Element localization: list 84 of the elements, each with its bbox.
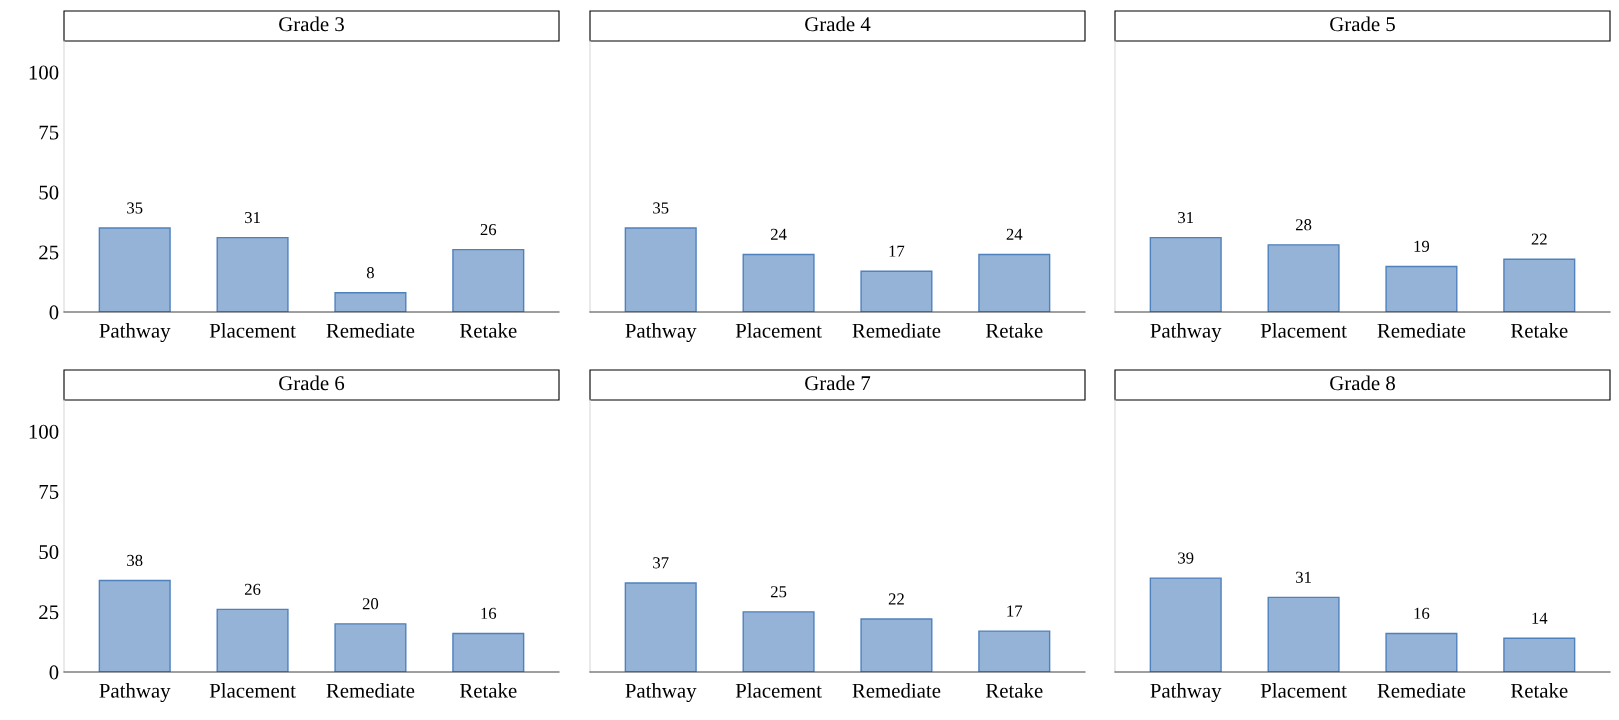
chart-title: Grade 8	[1330, 375, 1395, 391]
chart-title: Grade 3	[279, 16, 344, 32]
bar	[452, 632, 525, 672]
x-tick-label: Pathway	[625, 323, 697, 343]
bar	[1149, 577, 1222, 672]
bar	[742, 611, 815, 672]
x-tick-label: Pathway	[625, 683, 697, 703]
x-tick-label: Retake	[459, 323, 517, 338]
data-label: 31	[1178, 211, 1194, 224]
data-label: 17	[1007, 605, 1023, 617]
bar	[452, 248, 525, 312]
y-tick-label: 0	[49, 665, 59, 680]
bar	[1267, 596, 1340, 672]
bar	[216, 608, 289, 672]
data-label: 16	[481, 607, 497, 619]
x-tick-label: Remediate	[1377, 683, 1466, 698]
y-tick-label: 75	[39, 485, 59, 499]
y-tick-label: 25	[39, 605, 59, 620]
data-label: 24	[1006, 228, 1023, 240]
bar	[1503, 258, 1576, 312]
data-label: 35	[127, 202, 143, 214]
x-tick-label: Retake	[1510, 683, 1568, 698]
bar	[334, 623, 407, 672]
bar	[978, 630, 1051, 672]
x-tick-label: Remediate	[852, 683, 941, 698]
x-tick-label: Placement	[209, 323, 296, 338]
x-tick-label: Pathway	[1150, 683, 1222, 703]
x-tick-label: Placement	[1260, 323, 1347, 338]
data-label: 16	[1414, 607, 1430, 619]
x-tick-label: Remediate	[326, 683, 415, 698]
x-tick-label: Placement	[209, 683, 296, 698]
data-label: 26	[480, 223, 497, 236]
bar	[98, 579, 171, 672]
chart-title: Grade 7	[805, 375, 871, 391]
bar	[1503, 637, 1576, 672]
x-tick-label: Placement	[735, 683, 822, 698]
data-label: 20	[362, 598, 379, 610]
y-tick-label: 75	[39, 125, 59, 140]
bar	[334, 292, 407, 312]
x-tick-label: Remediate	[852, 323, 941, 338]
bar	[1149, 236, 1222, 312]
data-label: 37	[653, 557, 669, 569]
data-label: 26	[244, 583, 261, 595]
data-label: 39	[1178, 552, 1194, 564]
data-label: 14	[1532, 612, 1548, 624]
x-tick-label: Retake	[985, 323, 1043, 338]
chart-title: Grade 5	[1330, 16, 1395, 32]
data-label: 17	[889, 245, 905, 257]
data-label: 25	[770, 586, 787, 598]
y-tick-label: 25	[39, 245, 59, 260]
data-label: 24	[770, 228, 787, 240]
chart-title: Grade 4	[805, 16, 871, 32]
bar	[624, 582, 697, 672]
y-tick-label: 100	[29, 424, 59, 439]
x-tick-label: Retake	[985, 683, 1043, 698]
x-tick-label: Retake	[1510, 323, 1568, 338]
data-label: 31	[245, 211, 260, 224]
x-tick-label: Remediate	[1377, 323, 1466, 338]
data-label: 22	[1531, 233, 1547, 245]
bar	[1267, 244, 1340, 312]
data-label: 28	[1295, 219, 1312, 231]
data-label: 35	[653, 202, 669, 214]
bar	[1385, 632, 1458, 672]
data-label: 31	[1296, 571, 1311, 583]
x-tick-label: Remediate	[326, 323, 415, 338]
x-tick-label: Retake	[459, 683, 517, 698]
data-label: 22	[888, 593, 904, 605]
y-tick-label: 50	[39, 185, 59, 200]
data-label: 8	[366, 267, 374, 279]
x-tick-label: Pathway	[99, 683, 171, 703]
bar	[860, 618, 933, 672]
chart-title: Grade 6	[279, 375, 345, 391]
x-tick-label: Placement	[735, 323, 822, 338]
data-label: 38	[127, 554, 143, 567]
y-tick-label: 0	[49, 305, 59, 320]
bar	[98, 227, 171, 312]
y-tick-label: 50	[39, 545, 59, 560]
data-label: 19	[1414, 240, 1430, 252]
y-tick-label: 100	[29, 65, 59, 80]
x-tick-label: Pathway	[1150, 323, 1222, 343]
bar	[1385, 265, 1458, 312]
x-tick-label: Pathway	[99, 323, 171, 343]
x-tick-label: Placement	[1260, 683, 1347, 698]
bar	[216, 236, 289, 312]
